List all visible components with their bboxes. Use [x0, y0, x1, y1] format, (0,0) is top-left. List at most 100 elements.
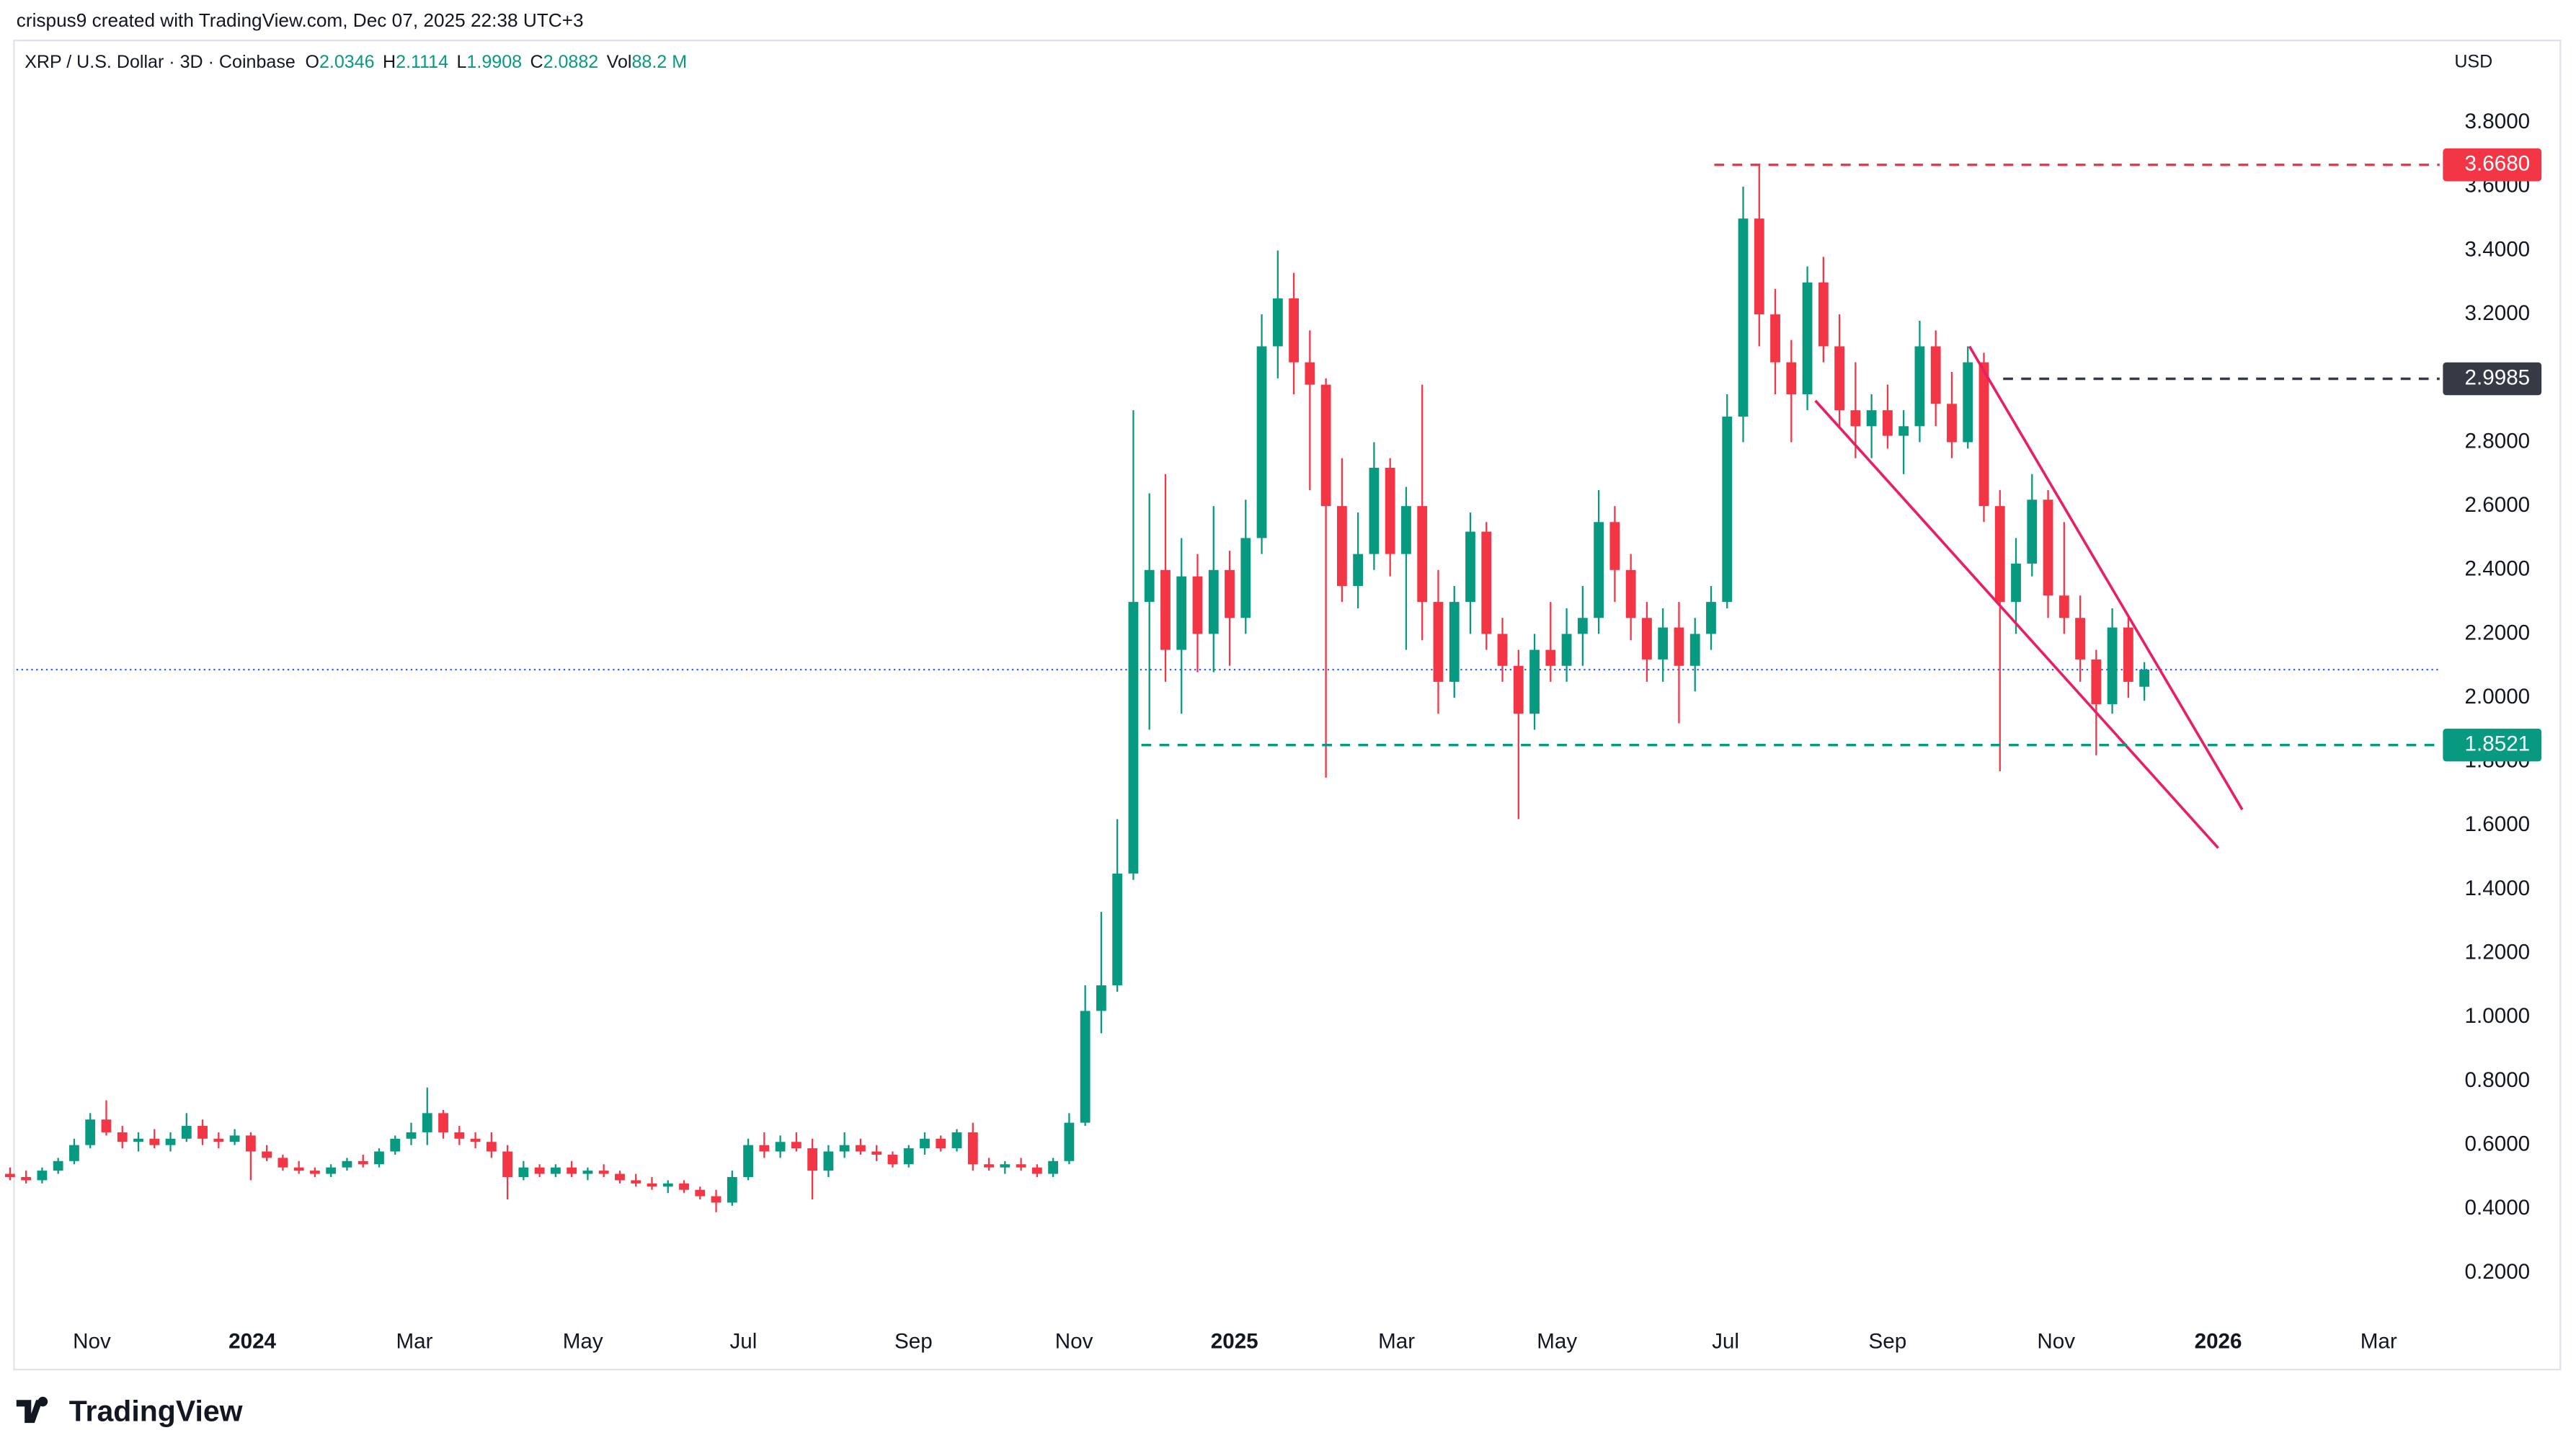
- candle: [727, 1171, 737, 1206]
- candle-body: [85, 1119, 96, 1145]
- candle-body: [486, 1142, 497, 1152]
- candle-body: [550, 1167, 561, 1174]
- candle: [374, 1148, 384, 1168]
- candle-body: [1642, 618, 1652, 660]
- candle: [1642, 602, 1652, 682]
- candle-body: [823, 1151, 834, 1171]
- candle-body: [518, 1167, 529, 1177]
- candle: [775, 1135, 786, 1158]
- candle: [1353, 512, 1364, 608]
- candle-body: [1208, 569, 1219, 634]
- candle-body: [422, 1113, 432, 1132]
- candle: [1898, 410, 1909, 474]
- candle: [21, 1171, 32, 1184]
- candle: [823, 1145, 834, 1177]
- y-tick-label: 1.0000: [2465, 1004, 2531, 1028]
- candle: [615, 1171, 625, 1184]
- candle: [984, 1158, 994, 1171]
- candle-body: [357, 1160, 368, 1165]
- candle: [438, 1109, 448, 1139]
- level-badge: [2443, 728, 2542, 762]
- candle: [1754, 164, 1764, 347]
- candle: [1802, 266, 1813, 411]
- candle: [1930, 330, 1941, 427]
- candle: [85, 1113, 96, 1149]
- candle: [1240, 500, 1251, 634]
- candle-body: [1320, 384, 1331, 507]
- candle: [470, 1132, 481, 1149]
- x-tick-label: May: [563, 1329, 603, 1353]
- candle-body: [181, 1126, 192, 1139]
- candle-body: [1994, 506, 2005, 603]
- candle-body: [1497, 634, 1508, 666]
- candle-body: [390, 1138, 401, 1152]
- candle: [454, 1126, 465, 1145]
- candle-body: [470, 1138, 481, 1142]
- candle: [310, 1167, 320, 1177]
- candle: [1401, 487, 1411, 650]
- candle-body: [936, 1138, 946, 1149]
- candle: [342, 1158, 352, 1171]
- candle-body: [903, 1148, 914, 1165]
- candle-body: [2011, 563, 2021, 603]
- candle: [1176, 538, 1187, 714]
- candle: [1128, 410, 1139, 880]
- candle-body: [293, 1167, 304, 1171]
- y-tick-label: 0.8000: [2465, 1068, 2531, 1092]
- frame: [13, 39, 2562, 1371]
- candle-body: [1674, 627, 1684, 666]
- x-tick-label: Jul: [729, 1329, 757, 1353]
- candle: [1225, 551, 1235, 666]
- candle: [326, 1164, 337, 1177]
- candle: [1545, 602, 1556, 682]
- candle: [936, 1135, 946, 1152]
- credit: crispus9 created with TradingView.com, D…: [17, 9, 584, 31]
- candle-body: [615, 1173, 625, 1181]
- candle-body: [1080, 1011, 1091, 1123]
- candle-body: [1882, 410, 1893, 436]
- candle: [69, 1138, 79, 1165]
- x-tick-label: Sep: [1869, 1329, 1907, 1353]
- candle: [807, 1138, 818, 1200]
- candle-body: [1770, 314, 1780, 363]
- candle: [1369, 442, 1380, 570]
- y-tick-label: 2.6000: [2465, 493, 2531, 517]
- candle-body: [775, 1142, 786, 1152]
- candle: [1080, 985, 1091, 1127]
- candle: [4, 1167, 15, 1181]
- candle-body: [1658, 627, 1669, 660]
- trendline: [1814, 399, 2219, 849]
- x-tick-label: Mar: [1378, 1329, 1415, 1353]
- candle-body: [695, 1189, 706, 1197]
- ohlc-value: 2.0346: [319, 51, 375, 71]
- candle-body: [984, 1164, 994, 1168]
- candle: [1256, 314, 1267, 554]
- candle: [1320, 378, 1331, 778]
- candle-body: [967, 1132, 978, 1165]
- candle: [1112, 819, 1123, 992]
- candle: [1609, 506, 1620, 603]
- candle-body: [406, 1132, 417, 1139]
- candle: [743, 1138, 753, 1181]
- candle-body: [1192, 576, 1203, 634]
- level-label: 2.9985: [2465, 365, 2531, 389]
- currency: USD: [2454, 51, 2492, 71]
- candle-body: [679, 1183, 689, 1190]
- candle: [791, 1132, 801, 1152]
- candle: [1770, 288, 1780, 394]
- candle-body: [1240, 538, 1251, 618]
- candle-body: [326, 1167, 337, 1174]
- y-tick-label: 1.6000: [2465, 812, 2531, 836]
- candle-body: [37, 1171, 48, 1181]
- candle: [1481, 522, 1492, 650]
- candle-body: [871, 1151, 882, 1155]
- candle-body: [1096, 985, 1106, 1011]
- candle: [695, 1186, 706, 1200]
- candle-body: [598, 1171, 609, 1174]
- candle-body: [1000, 1164, 1011, 1168]
- candle-body: [1594, 522, 1604, 618]
- x-tick-label: Mar: [396, 1329, 432, 1353]
- candle: [2123, 618, 2133, 698]
- candle-body: [1289, 298, 1299, 363]
- candle-body: [1176, 576, 1187, 650]
